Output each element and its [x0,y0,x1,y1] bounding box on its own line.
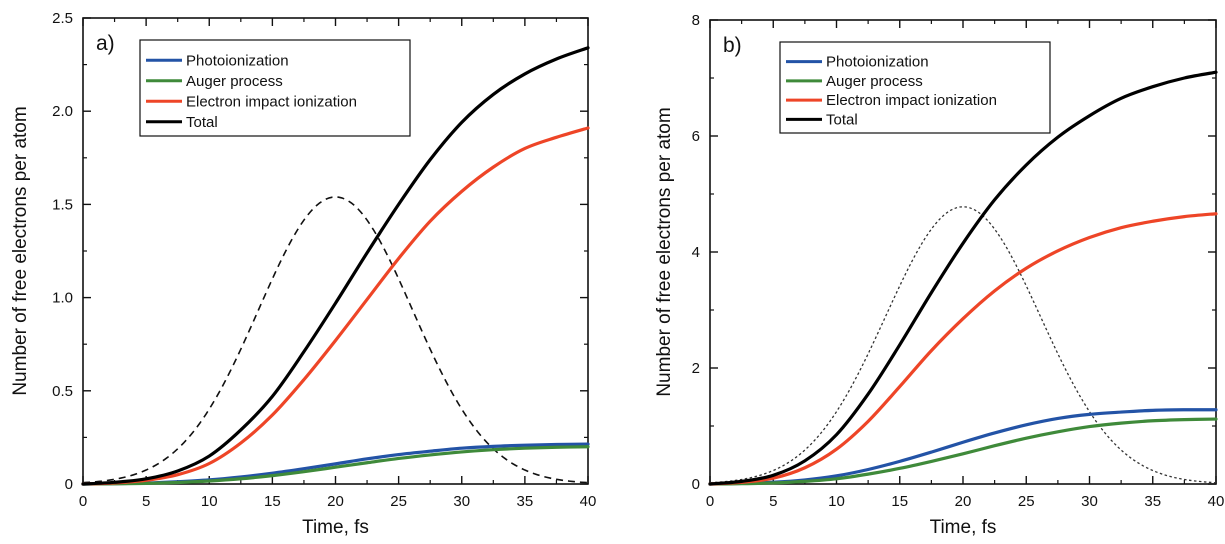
y-tick-label: 0.5 [52,383,73,400]
legend-label: Photoionization [186,52,289,69]
x-tick-label: 35 [1144,493,1161,510]
y-tick-label: 2.0 [52,103,73,120]
chart-a-svg: 0 5 10 15 20 25 30 35 40 0 0.5 1.0 1.5 2.0 2.5 Time, fs… [10,10,597,538]
x-tick-label: 40 [580,493,597,510]
series-line-total [81,46,590,486]
y-tick-label: 2 [692,360,700,377]
x-tick-label: 35 [517,493,534,510]
x-tick-label: 15 [891,493,908,510]
y-tick-label: 2.5 [52,10,73,27]
x-axis-label: Time, fs [930,517,997,538]
chart-panel-b: 0 5 10 15 20 25 30 35 40 0 2 4 6 8 Time, fs Number of f… [612,0,1225,539]
legend-label: Total [826,111,858,128]
panel-label: a) [96,32,115,55]
y-tick-label: 4 [692,244,700,261]
y-tick-label: 1.5 [52,196,73,213]
x-tick-label: 20 [955,493,972,510]
y-tick-label: 0 [692,476,700,493]
y-tick-label: 0 [65,476,73,493]
legend-label: Electron impact ionization [186,93,357,110]
x-tick-label: 20 [327,493,344,510]
x-tick-label: 5 [142,493,150,510]
x-axis-label: Time, fs [302,517,369,538]
legend-box [779,41,1051,134]
series-line-auger-process [708,417,1218,486]
series-line-auger-process [81,445,590,486]
x-tick-label: 0 [79,493,87,510]
legend-label: Auger process [186,73,283,90]
x-tick-label: 10 [828,493,845,510]
chart-b-svg: 0 5 10 15 20 25 30 35 40 0 2 4 6 8 Time, fs Number of f… [654,12,1225,538]
legend-box [139,39,411,137]
x-tick-label: 40 [1208,493,1225,510]
x-tick-label: 25 [1018,493,1035,510]
x-tick-label: 25 [390,493,407,510]
chart-panel-a: 0 5 10 15 20 25 30 35 40 0 0.5 1.0 1.5 2.0 2.5 Time, fs… [0,0,612,539]
legend-label: Photoionization [826,54,929,71]
y-tick-label: 6 [692,128,700,145]
x-tick-label: 30 [1081,493,1098,510]
y-axis-label: Number of free electrons per atom [10,106,31,395]
y-axis-label: Number of free electrons per atom [654,107,675,396]
legend-label: Total [186,114,218,131]
pulse-curve [82,196,589,484]
y-tick-label: 8 [692,12,700,29]
x-tick-label: 15 [264,493,281,510]
x-tick-label: 0 [706,493,714,510]
x-tick-label: 5 [769,493,777,510]
series-line-total [708,70,1218,486]
y-tick-label: 1.0 [52,290,73,307]
panel-label: b) [723,34,742,57]
legend-label: Auger process [826,73,923,90]
x-tick-label: 30 [453,493,470,510]
x-tick-label: 10 [201,493,218,510]
series-line-electron-impact-ionization [708,212,1218,486]
series-line-electron-impact-ionization [81,126,590,486]
legend-label: Electron impact ionization [826,92,997,109]
